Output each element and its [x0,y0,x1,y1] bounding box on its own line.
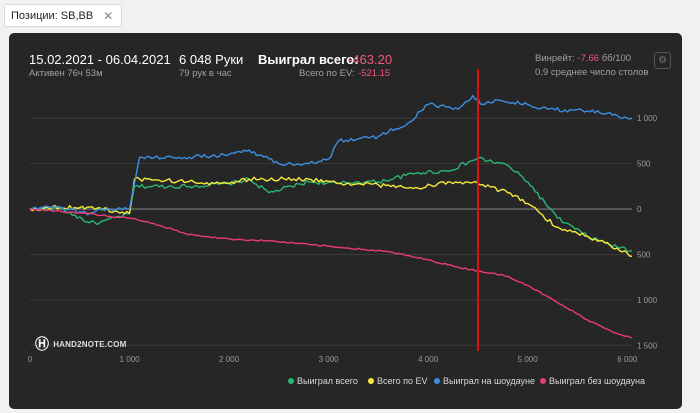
legend-label-showdown: Выиграл на шоудауне [443,376,535,386]
won-series-line [29,156,633,252]
legend-item-nonshowdown[interactable]: Выиграл без шоудауна [540,376,645,386]
graph-panel: 15.02.2021 - 06.04.2021 Активен 76ч 53м … [9,33,682,409]
y-tick-label: 500 [637,160,651,169]
x-tick-label: 1 000 [120,355,141,364]
x-tick-label: 6 000 [617,355,638,364]
legend-dot-ev [368,378,374,384]
x-tick-label: 0 [28,355,33,364]
x-tick-label: 4 000 [418,355,439,364]
legend-label-nonshowdown: Выиграл без шоудауна [549,376,645,386]
y-tick-label: 1 000 [637,296,658,305]
active-time: Активен 76ч 53м [29,68,103,79]
logo-icon: Ⓗ [35,336,50,352]
showdown-series-line [29,94,633,216]
legend-label-ev: Всего по EV [377,376,428,386]
legend-item-showdown[interactable]: Выиграл на шоудауне [434,376,535,386]
ev-total-label: Всего по EV: [299,68,355,79]
results-chart: 1 000 500 0 500 1 000 1 500 0 1 000 2 000 3 000 4 … [28,69,658,364]
y-tick-label: 1 500 [637,341,658,350]
legend-dot-showdown [434,378,440,384]
legend-item-ev[interactable]: Всего по EV [368,376,427,386]
winrate-value: -7.66 [577,53,600,64]
hand2note-logo: Ⓗ HAND2NOTE.COM [35,334,126,354]
won-total-value: -463.20 [348,52,393,67]
hands-count: 6 048 Руки [179,52,244,67]
y-tick-label: 500 [637,250,651,259]
legend-label-won: Выиграл всего [297,376,358,386]
y-tick-label: 1 000 [637,114,658,123]
legend-item-won[interactable]: Выиграл всего [288,376,358,386]
hands-per-hour: 79 рук в час [179,68,232,79]
close-icon[interactable]: ✕ [103,8,114,23]
legend-dot-nonshowdown [540,378,546,384]
logo-text: HAND2NOTE.COM [53,339,127,349]
winrate-label: Винрейт: [535,53,575,64]
winrate: Винрейт: -7.66 бб/100 [535,53,631,64]
ev-total-value: -521.15 [358,68,391,79]
x-tick-label: 2 000 [219,355,240,364]
x-tick-label: 5 000 [518,355,539,364]
nonshowdown-series-line [29,208,633,339]
winrate-unit: бб/100 [601,53,632,64]
y-tick-label: 0 [637,205,642,214]
gear-icon[interactable]: ⚙ [654,52,671,69]
date-range: 15.02.2021 - 06.04.2021 [29,52,171,67]
position-filter-tab[interactable]: Позиции: SB,BB ✕ [4,4,123,27]
legend-dot-won [288,378,294,384]
avg-tables: 0.9 среднее число столов [535,67,649,78]
x-tick-label: 3 000 [319,355,340,364]
won-total-label: Выиграл всего: [258,52,359,67]
position-filter-label: Позиции: SB,BB [11,9,94,22]
